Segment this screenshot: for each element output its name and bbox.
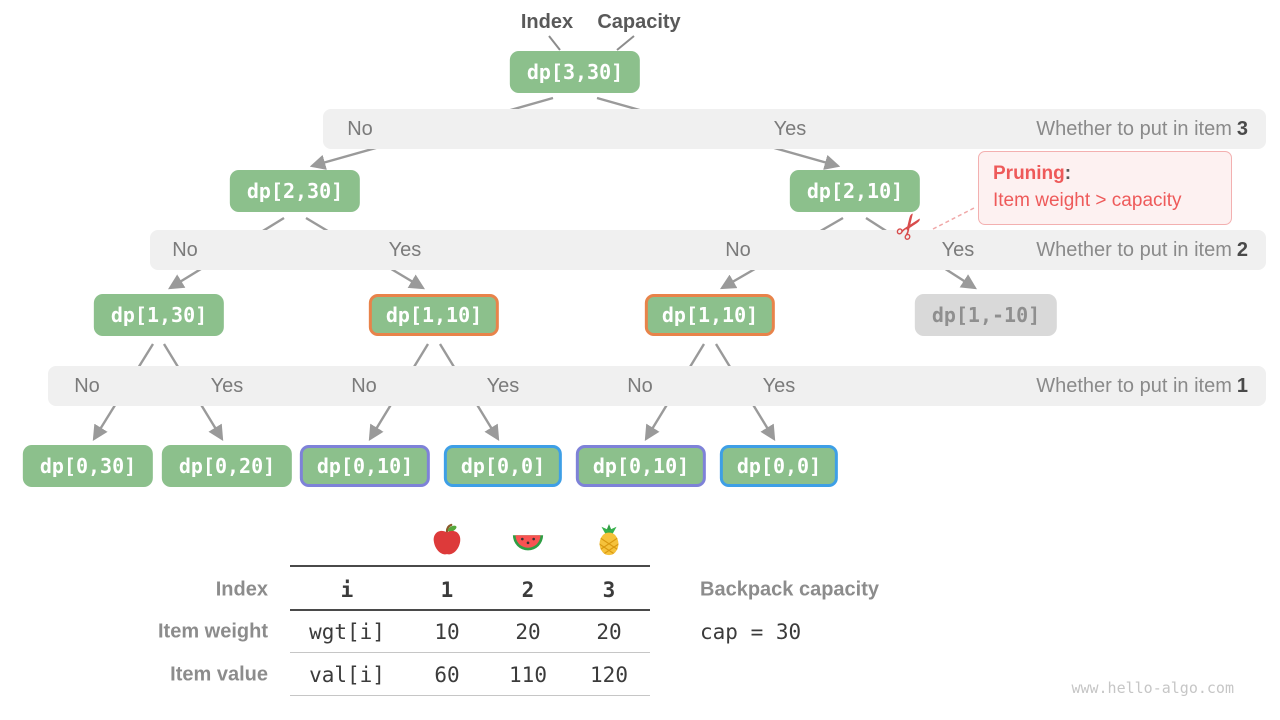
no-label: No — [725, 239, 751, 261]
decision-row-item-2: No Yes No Yes Whether to put in item 2 — [150, 230, 1266, 270]
table-rule-top — [290, 565, 650, 567]
item-3-question: Whether to put in item 3 — [1036, 109, 1248, 149]
pruning-title-colon: : — [1064, 163, 1072, 184]
node-dp-2-10: dp[2,10] — [789, 170, 921, 212]
question-prefix: Whether to put in item — [1036, 375, 1232, 397]
yes-label: Yes — [210, 375, 244, 397]
question-prefix: Whether to put in item — [1036, 239, 1232, 261]
value-row-key: val[i] — [309, 663, 385, 687]
node-dp-1-10-right: dp[1,10] — [644, 294, 776, 336]
node-dp-0-10-right: dp[0,10] — [575, 445, 707, 487]
col-header-1: 1 — [440, 578, 454, 602]
apple-icon — [433, 523, 461, 555]
weight-row-key: wgt[i] — [309, 620, 385, 644]
value-item-2: 110 — [509, 663, 547, 687]
no-label: No — [172, 239, 198, 261]
yes-label: Yes — [773, 118, 807, 140]
col-header-2: 2 — [521, 578, 535, 602]
decision-row-item-1: No Yes No Yes No Yes Whether to put in i… — [48, 366, 1266, 406]
node-dp-3-30: dp[3,30] — [509, 51, 641, 93]
no-label: No — [347, 118, 373, 140]
watermelon-icon — [512, 535, 544, 551]
yes-label: Yes — [941, 239, 975, 261]
weight-item-3: 20 — [596, 620, 622, 644]
no-label: No — [627, 375, 653, 397]
yes-label: Yes — [486, 375, 520, 397]
node-dp-0-0-left: dp[0,0] — [443, 445, 563, 487]
pineapple-icon — [599, 523, 619, 556]
table-rule-header — [290, 609, 650, 611]
node-dp-0-20: dp[0,20] — [161, 445, 293, 487]
capacity-label: Capacity — [597, 11, 681, 33]
weight-item-1: 10 — [434, 620, 460, 644]
pruning-title: Pruning: — [993, 161, 1217, 187]
item-1-question: Whether to put in item 1 — [1036, 366, 1248, 406]
table-rule-bottom — [290, 695, 650, 696]
pruning-callout: Pruning: Item weight > capacity — [978, 151, 1232, 225]
pruning-description: Item weight > capacity — [993, 190, 1182, 211]
row-label-value: Item value — [170, 663, 268, 686]
node-dp-1-30: dp[1,30] — [93, 294, 225, 336]
yes-label: Yes — [762, 375, 796, 397]
backpack-capacity-value: cap = 30 — [700, 620, 802, 644]
node-dp-2-30: dp[2,30] — [229, 170, 361, 212]
col-header-3: 3 — [602, 578, 616, 602]
question-item-number: 1 — [1236, 375, 1248, 397]
question-prefix: Whether to put in item — [1036, 118, 1232, 140]
question-item-number: 2 — [1236, 239, 1248, 261]
yes-label: Yes — [388, 239, 422, 261]
value-item-3: 120 — [590, 663, 628, 687]
backpack-capacity-label: Backpack capacity — [700, 578, 880, 601]
item-2-question: Whether to put in item 2 — [1036, 230, 1248, 270]
question-item-number: 3 — [1236, 118, 1248, 140]
node-dp-1-neg10: dp[1,-10] — [914, 294, 1058, 336]
col-header-i: i — [340, 578, 354, 602]
node-dp-0-0-right: dp[0,0] — [719, 445, 839, 487]
node-dp-0-30: dp[0,30] — [22, 445, 154, 487]
node-dp-1-10-left: dp[1,10] — [368, 294, 500, 336]
no-label: No — [74, 375, 100, 397]
node-dp-0-10-left: dp[0,10] — [299, 445, 431, 487]
decision-row-item-3: No Yes Whether to put in item 3 — [323, 109, 1266, 149]
row-label-weight: Item weight — [157, 620, 268, 643]
table-rule-mid — [290, 652, 650, 653]
index-label: Index — [520, 11, 574, 33]
no-label: No — [351, 375, 377, 397]
value-item-1: 60 — [434, 663, 460, 687]
pruning-title-word: Pruning — [993, 163, 1065, 184]
site-watermark: www.hello-algo.com — [1071, 679, 1234, 697]
row-label-index: Index — [215, 578, 268, 601]
weight-item-2: 20 — [515, 620, 541, 644]
